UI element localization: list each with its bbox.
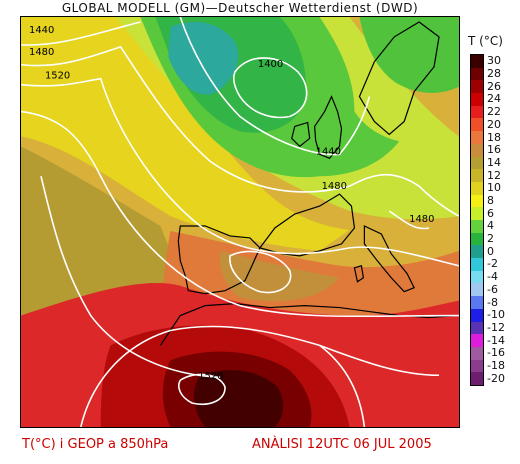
- colorbar-tick-label: 10: [487, 181, 501, 195]
- isohypse-1480-b: [388, 210, 430, 230]
- colorbar-tick-label: -14: [487, 333, 505, 347]
- colorbar-swatch: [471, 80, 483, 94]
- coastline-britain: [314, 95, 343, 160]
- colorbar-swatch: [471, 131, 483, 145]
- colorbar-tick-label: 8: [487, 193, 494, 207]
- colorbar-tick-label: -6: [487, 282, 498, 296]
- isohypse-1560: [21, 110, 459, 318]
- temp-zone-olive-med: [219, 250, 340, 302]
- colorbar-swatch: [471, 334, 483, 348]
- colorbar-tick-label: 26: [487, 79, 501, 93]
- colorbar-swatch: [471, 194, 483, 208]
- isohypse-label: 1520: [45, 71, 70, 82]
- temp-zone-green-scandinavia: [359, 17, 459, 93]
- colorbar-tick-label: 2: [487, 232, 494, 246]
- colorbar-tick-label: 22: [487, 105, 501, 119]
- colorbar-tick-label: 28: [487, 67, 501, 81]
- colorbar-swatch: [471, 232, 483, 246]
- temperature-colorbar: [470, 54, 484, 386]
- isohypse-1540-south: [40, 176, 221, 379]
- isohypse-label: 1400: [258, 59, 283, 70]
- footer-analysis-time: ANÀLISI 12UTC 06 JUL 2005: [252, 437, 432, 452]
- temperature-field: [21, 17, 459, 427]
- temp-zone-yellow-west: [21, 17, 350, 251]
- colorbar-tick-label: 20: [487, 117, 501, 131]
- isohypse-1480-a: [21, 45, 459, 217]
- isohypses: [21, 17, 459, 427]
- coastline-scandinavia: [358, 21, 440, 136]
- coastline-iberia: [177, 225, 261, 295]
- colorbar-swatch: [471, 67, 483, 81]
- colorbar-swatch: [471, 372, 483, 386]
- colorbar-tick-label: 18: [487, 130, 501, 144]
- footer-variable-label: T(°C) i GEOP a 850hPa: [22, 437, 169, 452]
- temp-zone-teal-core: [168, 21, 239, 95]
- colorbar-swatch: [471, 296, 483, 310]
- colorbar-swatch: [471, 105, 483, 119]
- colorbar-swatch: [471, 93, 483, 107]
- coastline-ireland: [291, 121, 311, 148]
- colorbar-swatch: [471, 220, 483, 234]
- temp-zone-maroon-core: [193, 370, 284, 427]
- colorbar-swatch: [471, 207, 483, 221]
- colorbar-tick-label: -12: [487, 320, 505, 334]
- weather-map: 1440 1480 1520 1400 1440 1480 1480 1520: [21, 17, 459, 427]
- isohypse-1400: [232, 57, 308, 119]
- isohypse-1440: [21, 17, 371, 156]
- coastline-sardinia: [353, 265, 365, 283]
- colorbar-swatch: [471, 181, 483, 196]
- colorbar-tick-label: -18: [487, 358, 505, 372]
- isohypse-label: 1520: [198, 371, 223, 382]
- isohypse-labels: 1440 1480 1520 1400 1440 1480 1480 1520: [29, 25, 434, 382]
- isohypse-1580: [80, 325, 440, 427]
- colorbar-swatch: [471, 308, 483, 323]
- colorbar-swatch: [471, 270, 483, 284]
- isohypse-1560-loop: [229, 250, 292, 294]
- colorbar-tick-label: 30: [487, 54, 501, 68]
- map-title: GLOBAL MODELL (GM)—Deutscher Wetterdiens…: [61, 1, 419, 15]
- colorbar-tick-label: -8: [487, 295, 498, 309]
- colorbar-tick-label: 12: [487, 168, 501, 182]
- isohypse-1520: [21, 77, 459, 267]
- colorbar-swatch: [471, 143, 483, 158]
- colorbar-tick-label: 4: [487, 219, 494, 233]
- colorbar-tick-label: -4: [487, 270, 498, 284]
- isohypse-label: 1480: [29, 47, 54, 58]
- colorbar-tick-label: -16: [487, 346, 505, 360]
- isohypse-1600: [319, 344, 366, 427]
- colorbar-swatch: [471, 118, 483, 132]
- colorbar-swatch: [471, 156, 483, 170]
- colorbar-tick-label: 0: [487, 244, 494, 258]
- isohypse-label: 1440: [316, 146, 341, 157]
- colorbar-swatch: [471, 283, 483, 297]
- colorbar-swatch: [471, 169, 483, 183]
- map-panel: 1440 1480 1520 1400 1440 1480 1480 1520: [20, 16, 460, 428]
- coastline-france: [258, 193, 356, 257]
- colorbar-tick-label: -2: [487, 257, 498, 271]
- colorbar-title: T (°C): [468, 34, 503, 48]
- isohypse-label: 1440: [29, 25, 54, 36]
- colorbar-swatch: [471, 258, 483, 272]
- colorbar-tick-label: -20: [487, 371, 505, 385]
- colorbar-tick-label: 24: [487, 92, 501, 106]
- isohypse-label: 1480: [322, 181, 347, 192]
- isohypse-1520-south: [178, 373, 226, 405]
- colorbar-tick-label: 14: [487, 155, 501, 169]
- isohypse-label: 1480: [409, 214, 434, 225]
- colorbar-tick-label: -10: [487, 308, 505, 322]
- coastlines: [159, 21, 459, 346]
- colorbar-tick-label: 16: [487, 143, 501, 157]
- colorbar-swatch: [471, 321, 483, 335]
- colorbar-swatch: [471, 346, 483, 361]
- colorbar-tick-label: 6: [487, 206, 494, 220]
- colorbar-swatch: [471, 245, 483, 259]
- colorbar-swatch: [471, 359, 483, 373]
- colorbar-swatch: [471, 55, 483, 69]
- coastline-italy: [363, 225, 415, 293]
